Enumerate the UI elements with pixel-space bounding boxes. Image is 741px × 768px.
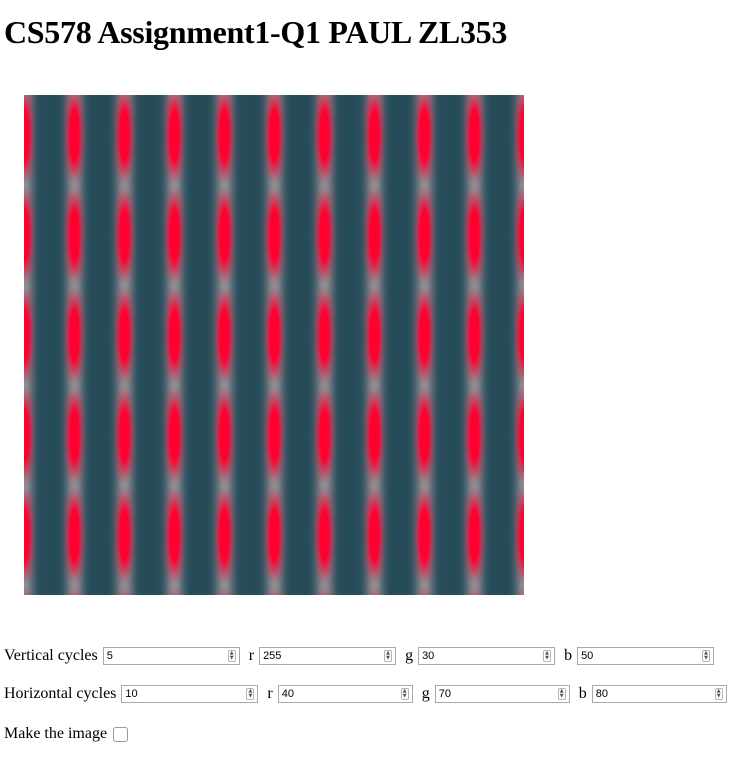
horizontal-b-input[interactable]: 80 ▲ ▼ <box>591 685 727 703</box>
vertical-g-input[interactable]: 30 ▲ ▼ <box>418 647 556 665</box>
horizontal-r-value: 40 <box>281 688 294 700</box>
stepper-icon[interactable]: ▲ ▼ <box>246 688 255 700</box>
vertical-cycles-input[interactable]: 5 ▲ ▼ <box>102 647 240 665</box>
horizontal-r-label: r <box>267 685 273 702</box>
horizontal-cycles-value: 10 <box>125 688 138 700</box>
vertical-cycles-label: Vertical cycles <box>4 647 98 664</box>
vertical-r-label: r <box>248 647 255 664</box>
vertical-b-value: 50 <box>581 650 594 662</box>
horizontal-r-input[interactable]: 40 ▲ ▼ <box>277 685 413 703</box>
vertical-b-label: b <box>564 647 573 664</box>
horizontal-g-input[interactable]: 70 ▲ ▼ <box>434 685 570 703</box>
stepper-icon[interactable]: ▲ ▼ <box>384 650 393 662</box>
pattern-canvas <box>24 95 524 595</box>
horizontal-cycles-label: Horizontal cycles <box>4 685 117 702</box>
horizontal-b-label: b <box>578 685 587 702</box>
vertical-g-label: g <box>405 647 414 664</box>
horizontal-b-value: 80 <box>595 688 608 700</box>
vertical-r-input[interactable]: 255 ▲ ▼ <box>259 647 397 665</box>
vertical-controls-row: Vertical cycles 5 ▲ ▼ r 255 ▲ ▼ g 30 ▲ ▼ b … <box>4 646 715 666</box>
stepper-icon[interactable]: ▲ ▼ <box>702 650 711 662</box>
stepper-icon[interactable]: ▲ ▼ <box>557 688 566 700</box>
vertical-b-input[interactable]: 50 ▲ ▼ <box>577 647 715 665</box>
make-image-label: Make the image <box>4 725 108 742</box>
stepper-icon[interactable]: ▲ ▼ <box>400 688 409 700</box>
horizontal-controls-row: Horizontal cycles 10 ▲ ▼ r 40 ▲ ▼ g 70 ▲ ▼ … <box>4 684 727 704</box>
stepper-icon[interactable]: ▲ ▼ <box>714 688 723 700</box>
vertical-g-value: 30 <box>422 650 435 662</box>
page-title: CS578 Assignment1-Q1 PAUL ZL353 <box>4 14 508 50</box>
vertical-r-value: 255 <box>263 650 282 662</box>
make-image-row: Make the image <box>4 724 129 744</box>
vertical-cycles-value: 5 <box>106 650 113 662</box>
make-image-checkbox[interactable] <box>113 726 129 742</box>
stepper-icon[interactable]: ▲ ▼ <box>543 650 552 662</box>
stepper-icon[interactable]: ▲ ▼ <box>227 650 236 662</box>
horizontal-g-value: 70 <box>438 688 451 700</box>
horizontal-g-label: g <box>421 685 430 702</box>
horizontal-cycles-input[interactable]: 10 ▲ ▼ <box>121 685 259 703</box>
pattern-canvas-container <box>24 95 524 595</box>
